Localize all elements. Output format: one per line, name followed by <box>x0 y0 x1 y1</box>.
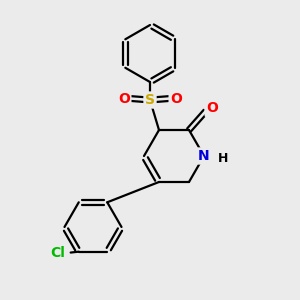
Text: S: S <box>145 93 155 107</box>
Text: Cl: Cl <box>50 246 65 260</box>
Text: O: O <box>118 92 130 106</box>
Text: O: O <box>170 92 182 106</box>
Text: N: N <box>198 149 210 163</box>
Text: O: O <box>206 101 218 116</box>
Text: H: H <box>218 152 228 165</box>
